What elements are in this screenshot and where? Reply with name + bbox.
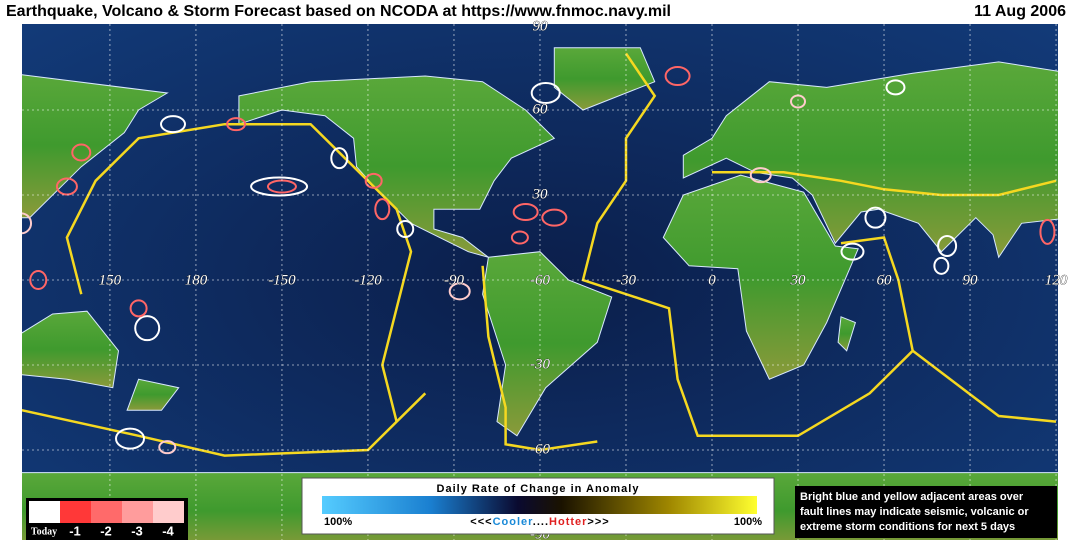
date: 11 Aug 2006 [974, 3, 1066, 20]
forecast-circle [22, 212, 33, 235]
lat-label: 60 [533, 101, 549, 117]
forecast-circle [530, 82, 561, 105]
forecast-circle [55, 177, 78, 196]
forecast-circle [134, 315, 161, 342]
day-swatch [91, 501, 122, 523]
forecast-circle [129, 299, 148, 318]
lon-label: 180 [185, 272, 208, 288]
forecast-circle [71, 143, 92, 162]
lon-label: 150 [99, 272, 122, 288]
note-line: extreme storm conditions for next 5 days [800, 521, 1015, 533]
lat-label: 30 [532, 186, 549, 202]
lon-label: 90 [963, 272, 979, 288]
lon-label: -90 [444, 272, 464, 288]
landmass [22, 310, 120, 389]
day-label: Today [31, 526, 57, 537]
landmass [553, 47, 656, 111]
forecast-circle [512, 203, 539, 222]
forecast-circle [664, 66, 691, 87]
forecast-circle [510, 230, 529, 245]
forecast-circle [885, 79, 906, 96]
forecast-circle [396, 220, 415, 239]
fault-line [481, 265, 598, 452]
day-label: -2 [100, 523, 112, 538]
forecast-circle [158, 440, 177, 455]
map-area [22, 24, 1058, 540]
landmass [482, 251, 613, 437]
lon-label: -30 [616, 272, 636, 288]
day-label: -1 [69, 523, 81, 538]
color-bar-caption: <<<Cooler....Hotter>>> [470, 516, 609, 528]
forecast-circle [840, 242, 865, 261]
lon-label: 0 [708, 272, 716, 288]
lon-label: -120 [354, 272, 382, 288]
forecast-circle [933, 256, 950, 275]
fault-line [581, 52, 915, 438]
day-swatch [122, 501, 153, 523]
lat-label: -60 [530, 441, 550, 457]
lat-label: -30 [530, 356, 550, 372]
lon-label: 30 [790, 272, 807, 288]
day-swatch [60, 501, 91, 523]
forecast-circle [1039, 218, 1056, 245]
forecast-circle [541, 208, 568, 227]
lon-label: -60 [530, 272, 550, 288]
day-swatch [29, 501, 60, 523]
forecast-circle [29, 270, 48, 290]
day-swatch [153, 501, 184, 523]
title: Earthquake, Volcano & Storm Forecast bas… [6, 3, 671, 20]
forecast-circle [749, 167, 772, 184]
caption-part: <<< [470, 516, 492, 528]
day-label: -4 [162, 523, 174, 538]
fault-line [65, 122, 413, 422]
caption-part: Cooler [493, 516, 534, 528]
caption-part: >>> [587, 516, 609, 528]
color-bar-left: 100% [324, 516, 352, 528]
fault-line [911, 349, 1057, 423]
fault-line [22, 392, 427, 457]
forecast-circle [448, 282, 471, 301]
lon-label: 60 [877, 272, 893, 288]
lon-label: -150 [268, 272, 296, 288]
day-label: -3 [131, 523, 143, 538]
forecast-circle [364, 172, 383, 189]
forecast-circle [374, 198, 391, 221]
color-bar-right: 100% [734, 516, 762, 528]
caption-part: .... [533, 516, 549, 528]
note-line: fault lines may indicate seismic, volcan… [800, 506, 1029, 518]
forecast-circle [330, 147, 349, 170]
forecast-circle [226, 117, 247, 132]
landmass [126, 378, 180, 411]
lat-label: 90 [533, 18, 549, 34]
landmass [662, 174, 859, 380]
forecast-circle [160, 115, 187, 134]
note-line: Bright blue and yellow adjacent areas ov… [800, 491, 1024, 503]
forecast-circle [250, 176, 309, 197]
forecast-circle [937, 235, 958, 258]
color-bar-title: Daily Rate of Change in Anomaly [437, 483, 640, 495]
landmass [682, 61, 1058, 259]
note-box [795, 486, 1057, 538]
landmass [238, 75, 556, 258]
landmass [837, 316, 857, 352]
color-bar [322, 496, 757, 514]
forecast-circle [864, 206, 887, 229]
lon-label: 120 [1045, 272, 1068, 288]
caption-part: Hotter [549, 516, 587, 528]
forecast-circle [114, 427, 145, 450]
